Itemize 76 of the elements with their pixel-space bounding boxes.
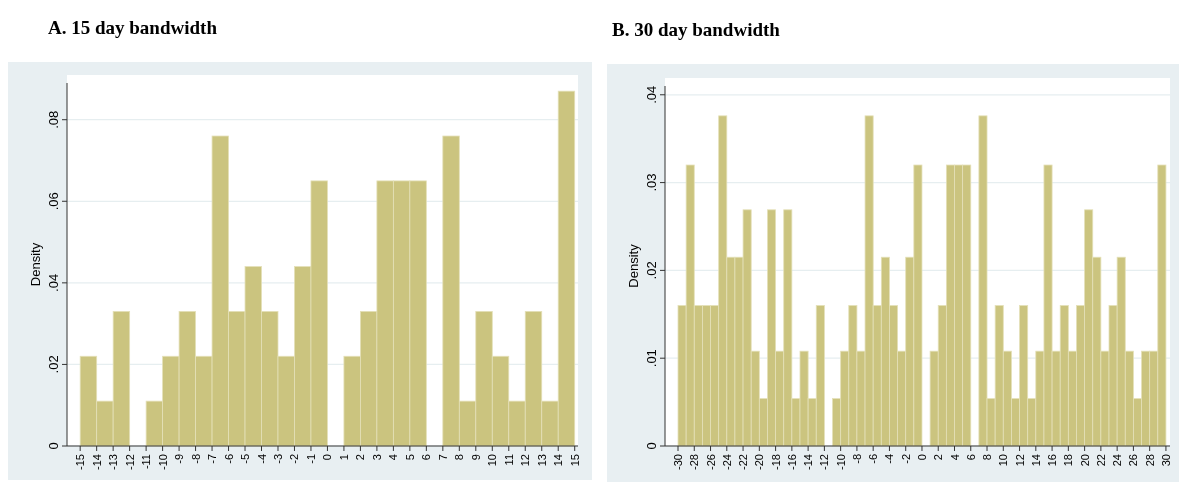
x-tick-label: -16	[785, 454, 798, 470]
x-tick-label: 2	[354, 454, 367, 461]
x-tick-label: 14	[1029, 454, 1042, 467]
x-tick-label: -12	[818, 454, 831, 470]
y-tick-label: .01	[644, 349, 659, 368]
chart-title: A. 15 day bandwidth	[48, 17, 218, 38]
x-tick-label: -14	[90, 454, 103, 470]
x-tick-label: -5	[239, 454, 252, 464]
x-tick-label: -2	[899, 454, 912, 464]
y-axis-title: Density	[28, 242, 43, 287]
y-tick-label: 0	[46, 442, 61, 450]
x-tick-label: 18	[1062, 454, 1075, 467]
x-tick-label: -10	[834, 454, 847, 470]
x-tick-label: 16	[1046, 454, 1059, 467]
x-tick-label: -8	[850, 454, 863, 464]
x-tick-label: -10	[156, 454, 169, 470]
x-tick-label: 12	[1013, 454, 1026, 467]
x-tick-label: 10	[997, 454, 1010, 467]
x-tick-label: -15	[74, 454, 87, 470]
x-tick-label: -28	[688, 454, 701, 470]
x-tick-label: 11	[502, 454, 515, 466]
x-tick-label: 28	[1143, 454, 1156, 467]
x-tick-label: -14	[802, 454, 815, 470]
x-tick-label: -1	[304, 454, 317, 464]
x-tick-label: 5	[403, 454, 416, 461]
x-tick-label: 1	[337, 454, 350, 461]
x-tick-label: -4	[255, 454, 268, 464]
x-tick-label: 8	[453, 454, 466, 461]
x-tick-label: 4	[948, 454, 961, 461]
x-tick-label: -12	[123, 454, 136, 470]
x-tick-label: 3	[370, 454, 383, 461]
x-tick-label: 30	[1159, 454, 1172, 467]
y-axis-title: Density	[626, 243, 641, 288]
x-tick-label: 2	[932, 454, 945, 461]
y-tick-label: .04	[644, 85, 659, 104]
y-tick-label: .04	[46, 273, 61, 292]
x-tick-label: -2	[288, 454, 301, 464]
x-tick-label: 9	[469, 454, 482, 461]
chart-title: B. 30 day bandwidth	[612, 19, 781, 40]
x-tick-label: -13	[107, 454, 120, 470]
x-tick-label: -11	[140, 454, 153, 470]
x-tick-label: 13	[535, 454, 548, 467]
x-tick-label: -3	[271, 454, 284, 464]
y-tick-label: .02	[46, 355, 61, 374]
x-tick-label: -9	[173, 454, 186, 464]
x-tick-label: 0	[321, 454, 334, 461]
x-tick-label: 15	[568, 454, 581, 467]
y-tick-label: .03	[644, 173, 659, 192]
x-tick-label: -4	[883, 454, 896, 464]
x-tick-label: 24	[1111, 454, 1124, 467]
x-tick-label: -6	[222, 454, 235, 464]
y-tick-label: .06	[46, 192, 61, 211]
x-tick-label: 6	[420, 454, 433, 461]
x-tick-label: -26	[704, 454, 717, 470]
x-tick-label: -18	[769, 454, 782, 470]
x-tick-label: 10	[486, 454, 499, 467]
x-tick-label: -24	[720, 454, 733, 470]
y-tick-label: .02	[644, 261, 659, 280]
x-tick-label: -20	[753, 454, 766, 470]
x-tick-label: 26	[1127, 454, 1140, 467]
x-tick-label: 7	[436, 454, 449, 461]
x-tick-label: -7	[206, 454, 219, 464]
x-tick-label: 22	[1094, 454, 1107, 467]
y-tick-label: 0	[644, 442, 659, 450]
x-tick-label: -6	[867, 454, 880, 464]
y-tick-label: .08	[46, 110, 61, 129]
x-tick-label: 12	[519, 454, 532, 467]
x-tick-label: -8	[189, 454, 202, 464]
x-tick-label: 14	[552, 454, 565, 467]
x-tick-label: 4	[387, 454, 400, 461]
x-tick-label: -30	[672, 454, 685, 470]
x-tick-label: 6	[964, 454, 977, 461]
x-tick-label: -22	[737, 454, 750, 470]
x-tick-label: 20	[1078, 454, 1091, 467]
x-tick-label: 0	[915, 454, 928, 461]
x-tick-label: 8	[981, 454, 994, 461]
